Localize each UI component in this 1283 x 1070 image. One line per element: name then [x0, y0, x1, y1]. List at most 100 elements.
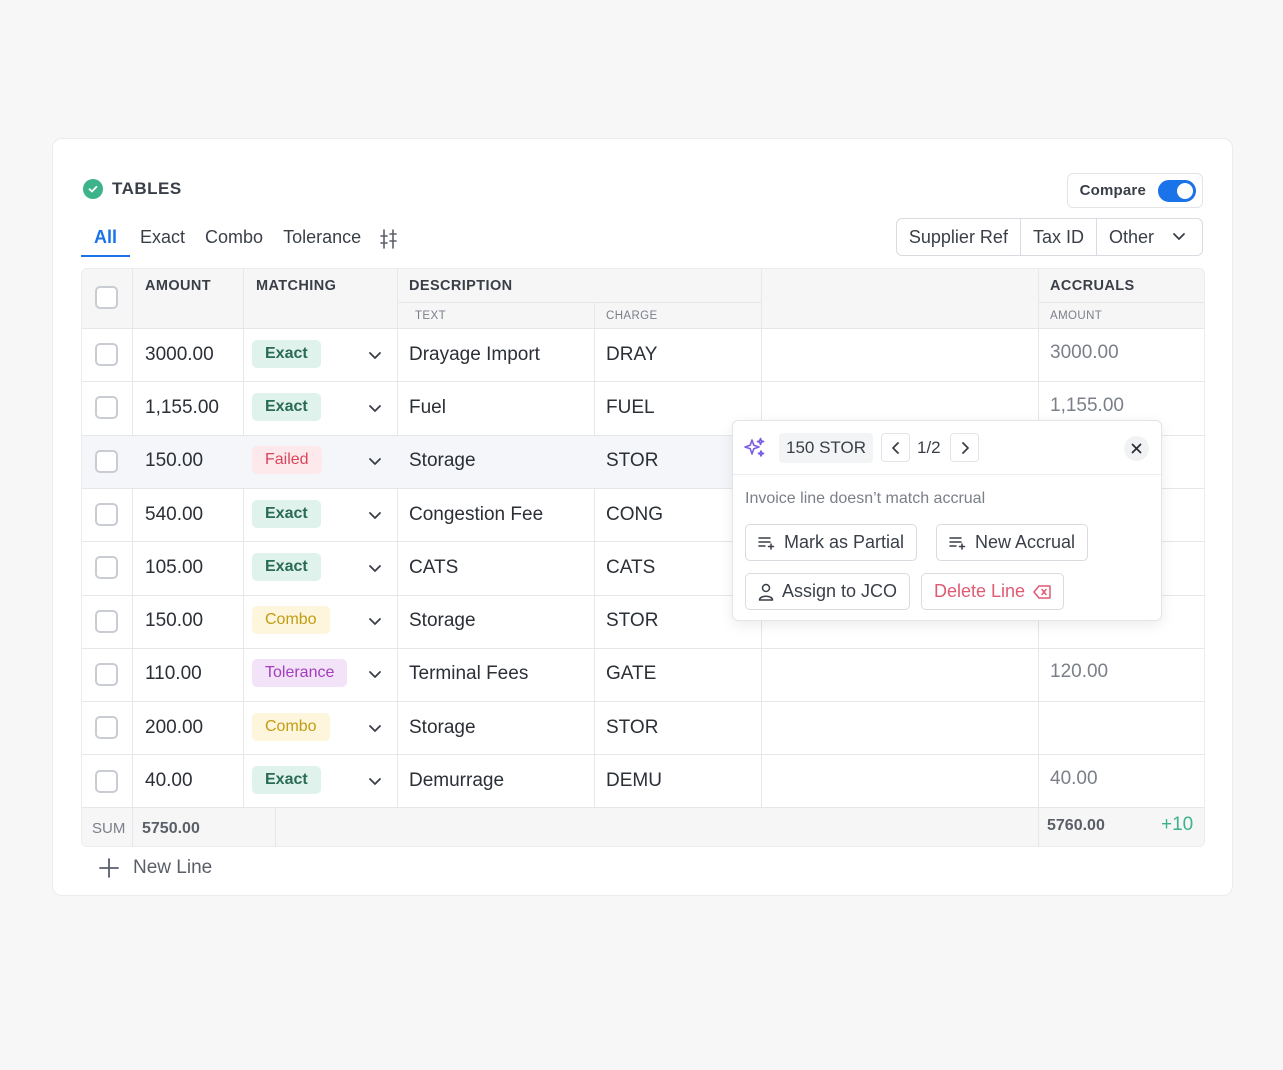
row-text[interactable]: Storage: [409, 716, 476, 738]
next-button[interactable]: [950, 433, 979, 462]
tax-id-button[interactable]: Tax ID: [1021, 219, 1097, 255]
close-button[interactable]: [1124, 436, 1149, 461]
chevron-down-icon[interactable]: [368, 351, 382, 361]
matching-badge-exact: Exact: [252, 552, 321, 581]
select-all-checkbox[interactable]: [95, 286, 118, 309]
new-accrual-button[interactable]: New Accrual: [936, 524, 1089, 561]
accrual-amount: 3000.00: [1050, 341, 1119, 363]
row-text[interactable]: Demurrage: [409, 770, 505, 792]
delete-line-button[interactable]: Delete Line: [921, 573, 1065, 610]
accrual-sum-value: 5760.00: [1047, 817, 1105, 834]
row-charge[interactable]: GATE: [606, 663, 657, 685]
reference-selector: Supplier Ref Tax ID Other: [895, 218, 1203, 256]
table-row[interactable]: [82, 701, 1038, 754]
matching-badge-tolerance: Tolerance: [252, 659, 348, 688]
row-amount[interactable]: 150.00: [145, 610, 204, 632]
prev-button[interactable]: [881, 433, 910, 462]
tab-exact[interactable]: Exact: [140, 227, 186, 247]
row-amount[interactable]: 3000.00: [145, 343, 214, 365]
tab-combo[interactable]: Combo: [205, 227, 264, 247]
row-checkbox[interactable]: [95, 662, 118, 686]
chevron-down-icon[interactable]: [368, 617, 382, 627]
row-amount[interactable]: 540.00: [145, 503, 204, 525]
row-charge[interactable]: STOR: [606, 610, 659, 632]
matching-badge-exact: Exact: [252, 766, 321, 795]
pager-text: 1/2: [917, 438, 941, 457]
popover-message: Invoice line doesn’t match accrual: [745, 490, 986, 507]
accruals-header: ACCRUALS: [1050, 278, 1135, 294]
row-amount[interactable]: 110.00: [145, 663, 202, 685]
chevron-right-icon: [961, 441, 969, 454]
row-checkbox[interactable]: [95, 769, 118, 793]
matching-badge-combo: Combo: [252, 712, 330, 741]
matching-table: AMOUNT MATCHING DESCRIPTION TEXT CHARGE …: [81, 268, 1205, 847]
row-text[interactable]: Storage: [409, 450, 476, 472]
chevron-down-icon[interactable]: [368, 564, 382, 574]
delete-line-label: Delete Line: [934, 581, 1026, 601]
row-amount[interactable]: 200.00: [145, 716, 204, 738]
supplier-ref-button[interactable]: Supplier Ref: [897, 219, 1021, 255]
chevron-down-icon[interactable]: [368, 404, 382, 414]
popover-line-chip: 150 STOR: [779, 433, 874, 463]
assign-to-jco-button[interactable]: Assign to JCO: [745, 573, 911, 610]
chevron-down-icon[interactable]: [368, 670, 382, 680]
row-amount[interactable]: 150.00: [145, 450, 204, 472]
accrual-amount: 40.00: [1050, 768, 1098, 790]
tab-all[interactable]: All: [81, 221, 131, 257]
row-amount[interactable]: 40.00: [145, 770, 193, 792]
charge-subheader: CHARGE: [606, 310, 658, 322]
chevron-down-icon[interactable]: [368, 724, 382, 734]
sparkle-icon: [744, 437, 766, 464]
row-checkbox[interactable]: [95, 556, 118, 580]
row-checkbox[interactable]: [95, 396, 118, 420]
row-checkbox[interactable]: [95, 503, 118, 527]
row-charge[interactable]: STOR: [606, 716, 659, 738]
table-row[interactable]: [82, 648, 1038, 701]
row-charge[interactable]: STOR: [606, 450, 659, 472]
user-icon: [758, 583, 774, 601]
table-row[interactable]: [82, 754, 1038, 807]
row-text[interactable]: Fuel: [409, 396, 446, 418]
mismatch-popover: 150 STOR 1/2 Invoice line doesn’t match …: [732, 420, 1162, 621]
compare-label: Compare: [1079, 182, 1146, 199]
row-text[interactable]: CATS: [409, 556, 459, 578]
row-checkbox[interactable]: [95, 449, 118, 473]
table-row[interactable]: [82, 328, 1038, 381]
row-checkbox[interactable]: [95, 716, 118, 740]
accrual-amount: 120.00: [1050, 661, 1109, 683]
filter-sort-icon[interactable]: [371, 221, 407, 262]
toggle-switch[interactable]: [1158, 179, 1196, 202]
table-header: [82, 269, 1204, 328]
row-text[interactable]: Terminal Fees: [409, 663, 529, 685]
sum-value: 5750.00: [142, 820, 200, 837]
matching-badge-exact: Exact: [252, 339, 321, 368]
new-line-button[interactable]: New Line: [99, 857, 212, 879]
compare-toggle[interactable]: Compare: [1066, 173, 1203, 208]
new-accrual-label: New Accrual: [975, 532, 1076, 552]
chevron-down-icon[interactable]: [368, 511, 382, 521]
row-charge[interactable]: DEMU: [606, 770, 662, 792]
other-dropdown[interactable]: Other: [1097, 219, 1202, 255]
row-checkbox[interactable]: [95, 343, 118, 367]
row-charge[interactable]: DRAY: [606, 343, 658, 365]
row-amount[interactable]: 1,155.00: [145, 396, 219, 418]
row-charge[interactable]: CONG: [606, 503, 663, 525]
tab-tolerance[interactable]: Tolerance: [283, 227, 362, 247]
popover-header: 150 STOR 1/2: [733, 421, 1161, 475]
assign-to-jco-label: Assign to JCO: [782, 581, 898, 601]
close-icon: [1131, 443, 1142, 454]
backspace-icon: [1033, 584, 1051, 599]
chevron-down-icon[interactable]: [368, 457, 382, 467]
row-text[interactable]: Storage: [409, 610, 476, 632]
row-charge[interactable]: CATS: [606, 556, 656, 578]
row-checkbox[interactable]: [95, 609, 118, 633]
row-amount[interactable]: 105.00: [145, 556, 204, 578]
row-text[interactable]: Congestion Fee: [409, 503, 544, 525]
chevron-down-icon[interactable]: [368, 777, 382, 787]
mark-as-partial-button[interactable]: Mark as Partial: [745, 524, 918, 561]
row-charge[interactable]: FUEL: [606, 396, 655, 418]
row-text[interactable]: Drayage Import: [409, 343, 540, 365]
page-title: TABLES: [112, 179, 182, 198]
check-circle-icon: [83, 179, 103, 199]
matching-header: MATCHING: [256, 278, 337, 294]
